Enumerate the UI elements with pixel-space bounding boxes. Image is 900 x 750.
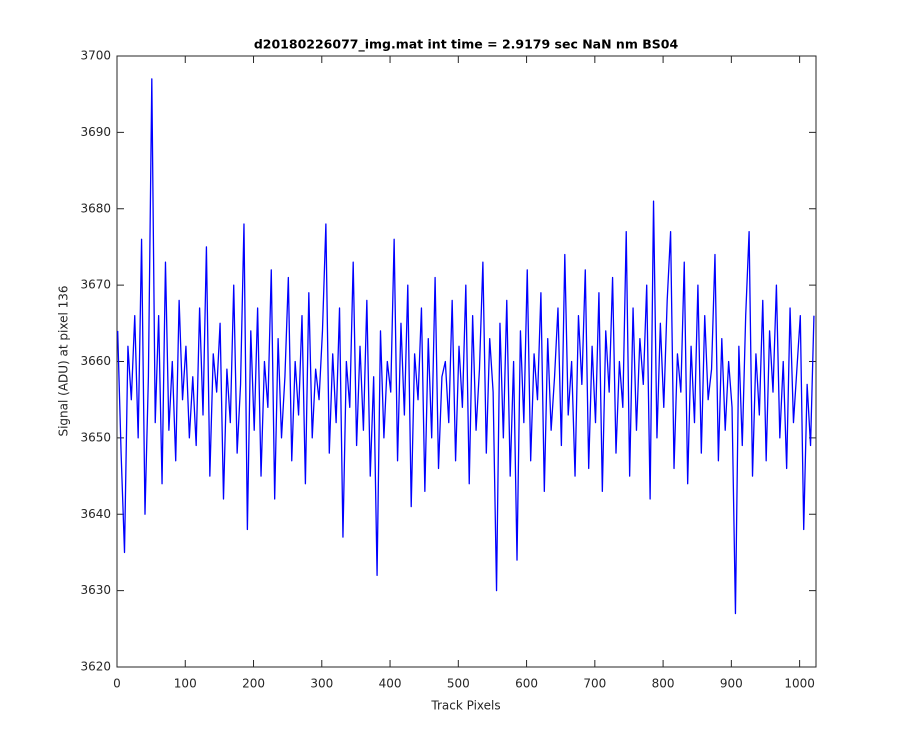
y-tick-label: 3690 [80, 125, 111, 139]
y-tick-label: 3700 [80, 49, 111, 63]
y-tick-label: 3640 [80, 507, 111, 521]
y-tick-label: 3680 [80, 201, 111, 215]
x-tick-label: 600 [515, 677, 538, 691]
y-tick-label: 3660 [80, 354, 111, 368]
data-line [117, 78, 815, 615]
y-tick-label: 3670 [80, 278, 111, 292]
x-tick-label: 800 [652, 677, 675, 691]
x-axis-label: Track Pixels [430, 699, 500, 713]
x-tick-label: 900 [720, 677, 743, 691]
chart-title: d20180226077_img.mat int time = 2.9179 s… [254, 37, 679, 53]
x-tick-label: 200 [242, 677, 265, 691]
y-tick-label: 3630 [80, 583, 111, 597]
x-tick-label: 400 [379, 677, 402, 691]
y-axis-label: Signal (ADU) at pixel 136 [57, 285, 71, 436]
x-tick-label: 100 [174, 677, 197, 691]
x-tick-label: 0 [113, 677, 121, 691]
x-tick-label: 700 [583, 677, 606, 691]
y-tick-label: 3650 [80, 430, 111, 444]
x-tick-label: 300 [310, 677, 333, 691]
x-tick-label: 1000 [784, 677, 815, 691]
y-tick-label: 3620 [80, 660, 111, 674]
x-tick-label: 500 [447, 677, 470, 691]
